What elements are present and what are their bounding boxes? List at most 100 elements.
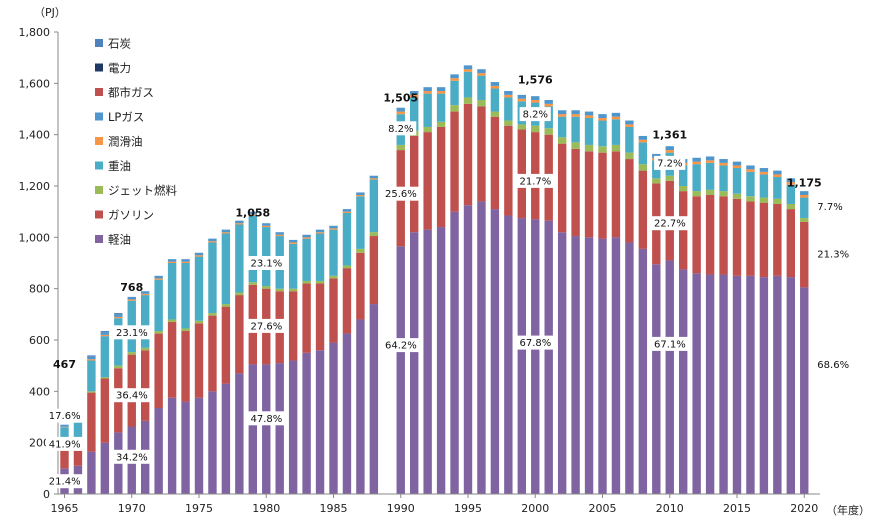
- bar-gasoline-1984: [315, 283, 325, 351]
- share-label: 67.8%: [516, 335, 554, 350]
- bar-jet-1990: [396, 144, 405, 151]
- bar-heavy-1982: [288, 243, 298, 289]
- share-label: 68.6%: [817, 360, 849, 371]
- bar-jet-1993: [436, 121, 446, 127]
- bar-jet-2015: [732, 193, 742, 199]
- bar-diesel-2017: [759, 277, 769, 494]
- bar-jet-1970: [127, 352, 136, 355]
- legend-item: 電力: [95, 61, 131, 75]
- bar-diesel-1997: [490, 209, 500, 494]
- bar-jet-2004: [584, 144, 594, 152]
- bar-diesel-2015: [732, 275, 742, 494]
- bar-stack-2019: [786, 178, 795, 494]
- bar-jet-1969: [114, 365, 123, 369]
- bar-jet-2020: [800, 218, 809, 222]
- bar-lube-1977: [221, 232, 231, 234]
- share-label-box: [45, 436, 84, 451]
- bar-lube-1974: [181, 261, 190, 263]
- bar-lube-1970: [127, 299, 136, 301]
- bar-lpg-1975: [194, 252, 204, 256]
- bar-jet-1988: [369, 232, 379, 237]
- bar-heavy-1986: [342, 212, 352, 266]
- bar-lpg-1976: [208, 238, 217, 242]
- bar-gasoline-2013: [705, 194, 715, 275]
- total-label-1965: 467: [53, 358, 76, 371]
- bar-stack-1983: [302, 234, 311, 494]
- bar-lpg-1999: [517, 94, 526, 99]
- bar-lpg-1978: [235, 220, 244, 224]
- bar-lpg-2012: [692, 157, 701, 162]
- share-label-text: 34.2%: [116, 452, 148, 463]
- bar-lube-1988: [369, 178, 379, 180]
- bar-diesel-1985: [329, 342, 338, 494]
- legend-item: 重油: [95, 159, 131, 173]
- bar-diesel-1967: [87, 451, 96, 494]
- bar-diesel-2016: [746, 275, 755, 494]
- bar-lpg-2019: [786, 178, 795, 183]
- bar-lpg-2018: [773, 170, 782, 175]
- legend-label: LPガス: [108, 110, 144, 124]
- bar-diesel-1975: [194, 397, 204, 494]
- bar-diesel-1986: [342, 333, 352, 494]
- bar-heavy-2015: [732, 168, 742, 194]
- share-label-text: 68.6%: [817, 360, 849, 371]
- bar-stack-1975: [194, 252, 204, 494]
- bar-lpg-1986: [342, 209, 352, 212]
- share-label-text: 27.6%: [251, 321, 283, 332]
- bar-gasoline-1977: [221, 306, 231, 384]
- bar-jet-1972: [154, 331, 163, 334]
- total-label-2010: 1,361: [652, 129, 687, 142]
- y-axis: 0 200 400 600 800 1,000 1,200 1,400 1,600 1,800: [19, 26, 59, 501]
- share-label-box: [651, 216, 689, 231]
- total-label-2020: 1,175: [787, 176, 822, 189]
- bar-heavy-2017: [759, 174, 769, 198]
- bar-jet-1994: [450, 105, 459, 112]
- bar-diesel-2020: [800, 287, 809, 494]
- bar-jet-2006: [611, 144, 621, 152]
- bar-lube-2001: [544, 103, 553, 107]
- bar-gasoline-1973: [167, 322, 177, 398]
- bar-diesel-1984: [315, 350, 325, 494]
- bar-lube-2006: [611, 116, 621, 120]
- bar-heavy-1993: [436, 93, 446, 122]
- legend-label: ジェット燃料: [108, 184, 177, 198]
- share-label-text: 36.4%: [116, 391, 148, 402]
- bar-stack-2010: [665, 146, 674, 494]
- bar-stack-2008: [638, 135, 648, 494]
- y-tick-label: 1,000: [19, 231, 51, 244]
- share-label-text: 21.7%: [520, 176, 552, 187]
- share-label-box: [516, 335, 554, 350]
- x-tick-label: 2015: [723, 502, 751, 515]
- bar-jet-1984: [315, 280, 325, 284]
- bar-stack-2000: [531, 96, 540, 494]
- bar-heavy-1968: [100, 336, 110, 378]
- bar-jet-1987: [356, 248, 365, 253]
- bar-jet-2016: [746, 196, 755, 202]
- legend-item: 軽油: [95, 233, 131, 247]
- total-label-1990: 1,505: [383, 92, 418, 105]
- bar-stack-2009: [652, 153, 661, 494]
- bar-jet-1992: [423, 126, 432, 133]
- bar-heavy-1985: [329, 229, 338, 276]
- bar-gasoline-1974: [181, 331, 190, 402]
- bar-jet-1985: [329, 275, 338, 279]
- bar-jet-2000: [531, 125, 540, 133]
- bar-lube-1992: [423, 91, 432, 94]
- bar-heavy-2013: [705, 162, 715, 190]
- bar-heavy-1984: [315, 233, 325, 281]
- share-label: 17.6%: [45, 408, 84, 423]
- bar-gasoline-1988: [369, 236, 379, 305]
- bar-lpg-1971: [141, 291, 150, 294]
- total-label-1970: 768: [120, 281, 143, 294]
- share-label-text: 23.1%: [251, 259, 283, 270]
- bar-diesel-2005: [598, 238, 607, 494]
- bar-gasoline-1993: [436, 126, 446, 228]
- bar-lpg-2003: [571, 110, 580, 115]
- share-label-box: [382, 186, 420, 201]
- share-label-box: [113, 388, 151, 403]
- share-label-text: 23.1%: [116, 328, 148, 339]
- x-tick-label: 1995: [454, 502, 482, 515]
- legend-swatch: [95, 39, 103, 47]
- bar-lube-1985: [329, 228, 338, 230]
- bar-jet-2018: [773, 198, 782, 204]
